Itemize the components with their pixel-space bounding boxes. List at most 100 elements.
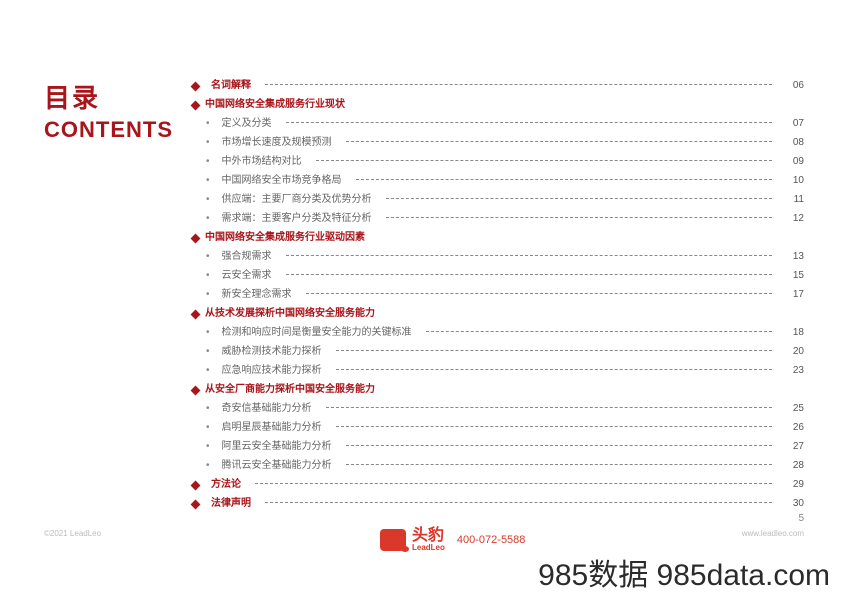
watermark-text: 985数据 985data.com bbox=[538, 550, 830, 594]
bullet-icon: • bbox=[206, 363, 210, 379]
toc-leader-dots bbox=[336, 350, 772, 351]
toc-sub-label: 应急响应技术能力探析 bbox=[222, 363, 322, 379]
toc-page-number: 23 bbox=[782, 363, 804, 379]
diamond-bullet-icon bbox=[191, 81, 201, 91]
toc-page-number: 28 bbox=[782, 458, 804, 474]
toc-page-number: 18 bbox=[782, 325, 804, 341]
toc-sub-label: 定义及分类 bbox=[222, 116, 272, 132]
toc-section-label: 中国网络安全集成服务行业现状 bbox=[205, 97, 345, 113]
bullet-icon: • bbox=[206, 116, 210, 132]
toc-page-number: 20 bbox=[782, 344, 804, 360]
toc-sub-item: • 威胁检测技术能力探析 20 bbox=[206, 344, 804, 360]
toc-sub-label: 强合规需求 bbox=[222, 249, 272, 265]
toc-section: 从技术发展探析中国网络安全服务能力 bbox=[192, 306, 804, 322]
toc-sub-label: 供应端：主要厂商分类及优势分析 bbox=[222, 192, 372, 208]
toc-page-number: 25 bbox=[782, 401, 804, 417]
title-zh: 目录 bbox=[44, 78, 192, 115]
bullet-icon: • bbox=[206, 154, 210, 170]
toc-sub-item: • 启明星辰基础能力分析 26 bbox=[206, 420, 804, 436]
toc-leader-dots bbox=[386, 198, 772, 199]
toc-sub-label: 新安全理念需求 bbox=[222, 287, 292, 303]
toc-leader-dots bbox=[255, 483, 772, 484]
toc-sub-label: 市场增长速度及规模预测 bbox=[222, 135, 332, 151]
toc-leader-dots bbox=[346, 445, 772, 446]
toc-section: 法律声明 30 bbox=[192, 496, 804, 512]
toc-sub-item: • 检测和响应时间是衡量安全能力的关键标准 18 bbox=[206, 325, 804, 341]
bullet-icon: • bbox=[206, 211, 210, 227]
toc-section: 名词解释06 bbox=[192, 78, 804, 94]
bullet-icon: • bbox=[206, 420, 210, 436]
diamond-bullet-icon bbox=[191, 499, 201, 509]
toc-sub-item: • 阿里云安全基础能力分析 27 bbox=[206, 439, 804, 455]
toc-sub-label: 云安全需求 bbox=[222, 268, 272, 284]
toc-leader-dots bbox=[286, 274, 772, 275]
toc-leader-dots bbox=[346, 464, 772, 465]
toc-sub-item: • 应急响应技术能力探析 23 bbox=[206, 363, 804, 379]
toc-leader-dots bbox=[356, 179, 772, 180]
toc-sub-item: • 中国网络安全市场竞争格局 10 bbox=[206, 173, 804, 189]
toc-sub-label: 威胁检测技术能力探析 bbox=[222, 344, 322, 360]
toc-page-number: 30 bbox=[782, 496, 804, 512]
bullet-icon: • bbox=[206, 173, 210, 189]
toc-sub-item: •云安全需求15 bbox=[206, 268, 804, 284]
toc-page-number: 06 bbox=[782, 78, 804, 94]
toc-page-number: 26 bbox=[782, 420, 804, 436]
bullet-icon: • bbox=[206, 439, 210, 455]
toc-page-number: 27 bbox=[782, 439, 804, 455]
bullet-icon: • bbox=[206, 287, 210, 303]
toc-page-number: 10 bbox=[782, 173, 804, 189]
toc-section: 方法论29 bbox=[192, 477, 804, 493]
toc-section-label: 从安全厂商能力探析中国安全服务能力 bbox=[205, 382, 375, 398]
toc-sub-label: 需求端：主要客户分类及特征分析 bbox=[222, 211, 372, 227]
bullet-icon: • bbox=[206, 325, 210, 341]
toc-sub-label: 阿里云安全基础能力分析 bbox=[222, 439, 332, 455]
bullet-icon: • bbox=[206, 249, 210, 265]
bullet-icon: • bbox=[206, 135, 210, 151]
toc-sub-item: • 需求端：主要客户分类及特征分析 12 bbox=[206, 211, 804, 227]
toc-page-number: 12 bbox=[782, 211, 804, 227]
toc-page-number: 08 bbox=[782, 135, 804, 151]
toc-leader-dots bbox=[286, 255, 772, 256]
logo-text-zh: 头豹 bbox=[412, 528, 445, 544]
toc-sub-label: 中外市场结构对比 bbox=[222, 154, 302, 170]
toc-section-label: 法律声明 bbox=[211, 496, 251, 512]
toc-page-number: 11 bbox=[782, 192, 804, 208]
title-en: CONTENTS bbox=[44, 117, 192, 143]
page-number: 5 bbox=[798, 513, 804, 524]
toc-section-label: 中国网络安全集成服务行业驱动因素 bbox=[205, 230, 365, 246]
toc-sub-label: 腾讯云安全基础能力分析 bbox=[222, 458, 332, 474]
toc-section: 中国网络安全集成服务行业现状 bbox=[192, 97, 804, 113]
toc-leader-dots bbox=[386, 217, 772, 218]
toc-leader-dots bbox=[336, 426, 772, 427]
toc-leader-dots bbox=[265, 84, 772, 85]
diamond-bullet-icon bbox=[191, 309, 201, 319]
bullet-icon: • bbox=[206, 344, 210, 360]
logo-text-en: LeadLeo bbox=[412, 544, 445, 552]
toc-sub-item: •新安全理念需求17 bbox=[206, 287, 804, 303]
toc-sub-label: 检测和响应时间是衡量安全能力的关键标准 bbox=[222, 325, 412, 341]
toc-sub-label: 奇安信基础能力分析 bbox=[222, 401, 312, 417]
toc-sub-item: •腾讯云安全基础能力分析28 bbox=[206, 458, 804, 474]
logo-block: 头豹 LeadLeo 400-072-5588 bbox=[380, 528, 525, 552]
toc-sub-item: • 强合规需求 13 bbox=[206, 249, 804, 265]
toc-section: 中国网络安全集成服务行业驱动因素 bbox=[192, 230, 804, 246]
toc-sub-label: 中国网络安全市场竞争格局 bbox=[222, 173, 342, 189]
bullet-icon: • bbox=[206, 268, 210, 284]
toc-page-number: 13 bbox=[782, 249, 804, 265]
toc-sub-item: • 中外市场结构对比 09 bbox=[206, 154, 804, 170]
diamond-bullet-icon bbox=[191, 233, 201, 243]
bullet-icon: • bbox=[206, 401, 210, 417]
leadleo-logo-icon bbox=[380, 529, 406, 551]
toc-sub-label: 启明星辰基础能力分析 bbox=[222, 420, 322, 436]
toc-sub-item: • 市场增长速度及规模预测 08 bbox=[206, 135, 804, 151]
toc-leader-dots bbox=[265, 502, 772, 503]
toc-page-number: 09 bbox=[782, 154, 804, 170]
toc-page-number: 07 bbox=[782, 116, 804, 132]
bullet-icon: • bbox=[206, 192, 210, 208]
diamond-bullet-icon bbox=[191, 480, 201, 490]
title-block: 目录 CONTENTS bbox=[44, 78, 192, 515]
footer-url: www.leadleo.com bbox=[742, 529, 804, 538]
logo-phone: 400-072-5588 bbox=[457, 534, 526, 546]
footer-copyright: ©2021 LeadLeo bbox=[44, 529, 101, 538]
toc-section-label: 从技术发展探析中国网络安全服务能力 bbox=[205, 306, 375, 322]
